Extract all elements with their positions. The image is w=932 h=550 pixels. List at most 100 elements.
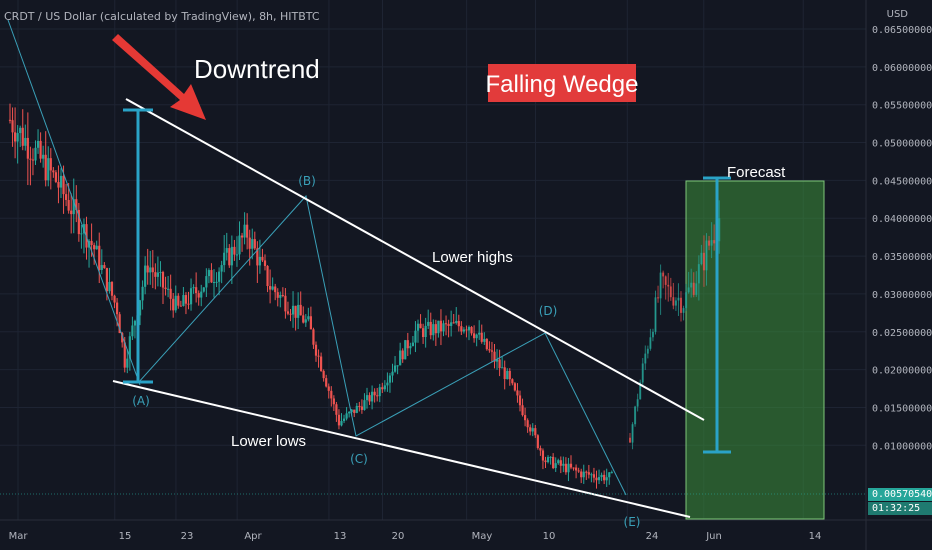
candle-body [207, 270, 210, 277]
forecast-candle-body [641, 363, 644, 383]
forecast-candle-body [646, 348, 649, 354]
wave-label-a: (A) [132, 394, 150, 408]
candle-body [460, 326, 463, 332]
candle-body [47, 158, 50, 181]
wave-label-e: (E) [624, 515, 641, 529]
candle-body [411, 342, 414, 347]
x-tick-label: 13 [334, 531, 347, 542]
candle-body [557, 460, 560, 464]
candle-body [434, 324, 437, 334]
candle-body [8, 119, 12, 121]
candle-body [151, 267, 154, 273]
candle-body [144, 265, 147, 287]
candle-body [16, 133, 19, 142]
candle-body [360, 406, 363, 410]
forecast-candle-body [677, 297, 680, 301]
candle-body [57, 181, 60, 188]
forecast-candle-body [644, 353, 647, 364]
candle-body [506, 370, 509, 380]
candle-body [174, 295, 177, 311]
candle-body [373, 391, 376, 396]
candle-body [365, 395, 369, 401]
candle-body [246, 224, 249, 238]
candle-body [401, 350, 404, 360]
candle-body [462, 329, 465, 332]
forecast-candle-body [634, 406, 637, 425]
candle-body [195, 287, 198, 294]
wave-label-b: (B) [298, 174, 316, 188]
currency-label: USD [886, 9, 908, 20]
candle-body [429, 321, 432, 336]
candle-body [337, 414, 341, 426]
candle-body [238, 235, 241, 255]
candle-body [396, 365, 399, 367]
candle-body [473, 333, 476, 339]
candle-body [340, 421, 343, 426]
candle-body [299, 304, 302, 316]
x-tick-label: 15 [119, 531, 132, 542]
candle-body [508, 370, 511, 380]
candle-body [414, 330, 417, 343]
forecast-candle-body [651, 331, 654, 338]
candle-body [202, 287, 205, 292]
candle-body [478, 332, 481, 335]
candle-body [605, 477, 608, 481]
candle-body [75, 199, 78, 210]
forecast-candle-body [680, 297, 682, 313]
candle-body [70, 210, 73, 215]
candle-body [314, 344, 318, 356]
forecast-candle-body [700, 252, 703, 265]
candle-body [552, 456, 555, 469]
candle-body [266, 265, 269, 287]
candle-body [575, 467, 578, 471]
candle-body [378, 387, 381, 397]
candle-body [490, 350, 494, 352]
candle-body [228, 248, 231, 266]
candle-body [307, 316, 310, 320]
forecast-candle-body [631, 424, 634, 443]
candle-body [54, 172, 57, 182]
candle-body [189, 288, 193, 305]
forecast-candle-body [657, 297, 660, 299]
candle-body [218, 271, 221, 282]
candle-body [529, 427, 532, 432]
candle-body [276, 292, 279, 298]
candle-body [424, 325, 427, 338]
y-tick-label: 0.0200000000 [872, 366, 932, 377]
candle-body [518, 395, 522, 406]
candle-body [587, 472, 590, 475]
candle-body [184, 295, 188, 304]
y-tick-label: 0.0100000000 [872, 441, 932, 452]
candle-body [243, 224, 246, 238]
candle-body [279, 295, 282, 298]
candle-body [44, 154, 47, 181]
candle-body [192, 287, 195, 289]
candle-body [327, 386, 330, 391]
candle-body [77, 209, 80, 235]
forecast-candle-body [672, 297, 675, 306]
candle-body [161, 272, 165, 288]
forecast-candle-body [654, 297, 657, 332]
x-tick-label: Jun [705, 531, 722, 542]
candle-body [452, 322, 455, 324]
candle-body [309, 316, 312, 330]
candle-body [432, 324, 435, 336]
candle-body [52, 170, 55, 173]
candle-body [205, 276, 208, 288]
candle-body [345, 413, 348, 419]
candle-body [592, 474, 596, 478]
candle-body [261, 256, 264, 261]
candle-body [480, 332, 483, 342]
x-tick-label: Apr [244, 531, 262, 542]
candle-body [569, 463, 573, 468]
candle-body [304, 319, 307, 323]
candle-body [498, 359, 501, 369]
wave-label-c: (C) [350, 452, 368, 466]
forecast-candle-body [695, 283, 698, 295]
candle-body [105, 268, 108, 292]
forecast-candle-body [697, 264, 700, 284]
candle-body [516, 390, 519, 396]
candle-body [149, 267, 152, 273]
candle-body [524, 415, 527, 421]
